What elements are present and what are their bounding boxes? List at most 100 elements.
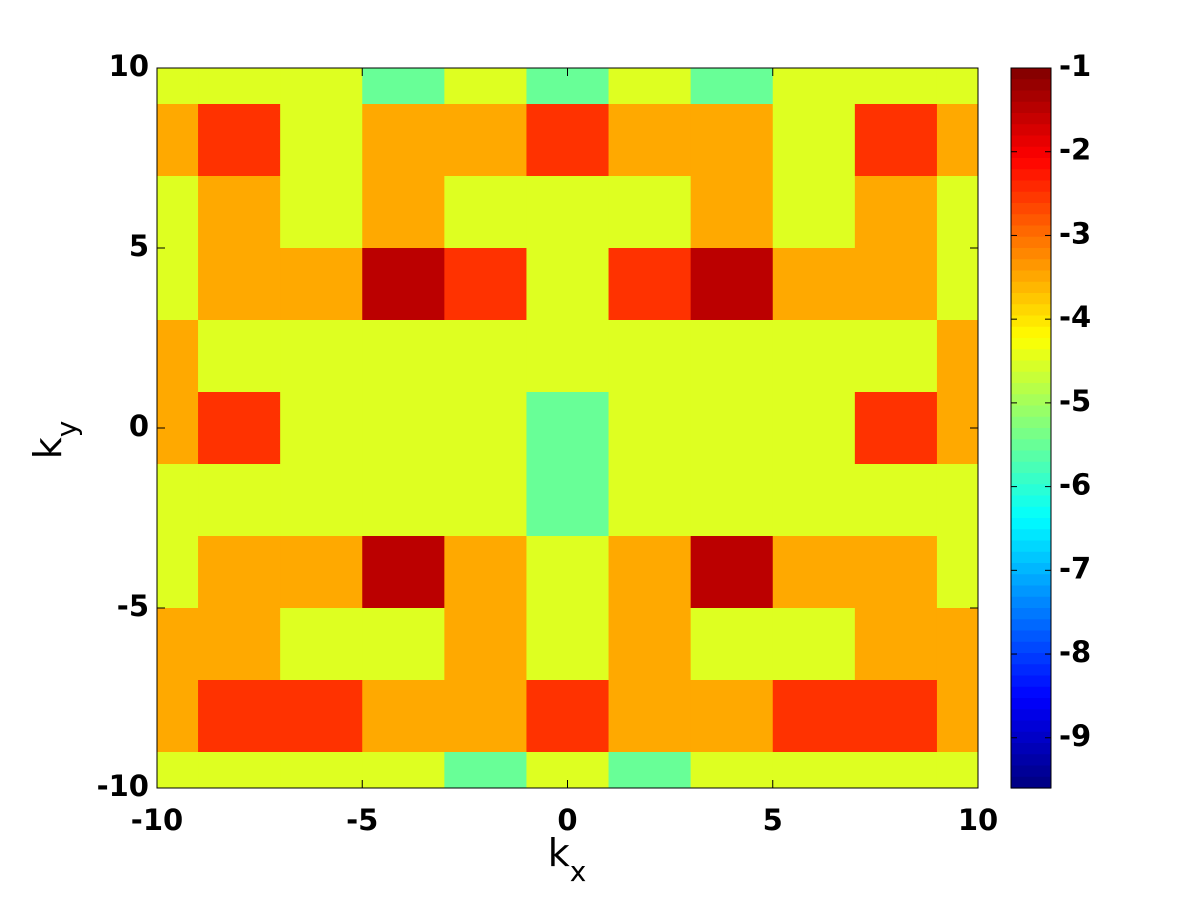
- contour-cell: [526, 464, 610, 537]
- contour-cell: [362, 176, 445, 249]
- contour-cell: [362, 104, 445, 177]
- colorbar-swatch: [1011, 551, 1051, 564]
- contour-cell: [198, 392, 281, 465]
- colorbar-swatch: [1011, 270, 1051, 283]
- colorbar-tick-label: -4: [1059, 300, 1091, 334]
- contour-cell: [526, 536, 610, 609]
- contour-cell: [854, 320, 938, 393]
- contour-cell: [157, 320, 199, 393]
- contour-cell: [690, 176, 774, 249]
- colorbar-tick-label: -1: [1059, 49, 1091, 83]
- colorbar-tick-label: -6: [1059, 468, 1091, 502]
- colorbar-swatch: [1011, 686, 1051, 699]
- contour-cell: [198, 68, 281, 105]
- contour-cell: [936, 68, 978, 105]
- colorbar-swatch: [1011, 416, 1051, 429]
- contour-cell: [526, 680, 610, 753]
- contour-cell: [157, 680, 199, 753]
- colorbar-swatch: [1011, 124, 1051, 137]
- colorbar-swatch: [1011, 450, 1051, 463]
- colorbar-swatch: [1011, 326, 1051, 339]
- contour-cell: [772, 536, 856, 609]
- contour-cell: [157, 248, 199, 321]
- contour-cell: [690, 464, 774, 537]
- contour-cell: [690, 536, 774, 609]
- colorbar-swatch: [1011, 158, 1051, 170]
- colorbar-swatch: [1011, 146, 1051, 159]
- contour-cell: [608, 68, 692, 105]
- contour-cell: [854, 608, 938, 681]
- contour-cell: [690, 752, 774, 788]
- colorbar-swatch: [1011, 248, 1051, 260]
- colorbar-tick-label: -7: [1059, 551, 1091, 585]
- contour-cell: [608, 752, 692, 788]
- colorbar-swatch: [1011, 259, 1051, 272]
- colorbar-swatch: [1011, 101, 1051, 114]
- colorbar-swatch: [1011, 304, 1051, 317]
- colorbar-swatch: [1011, 596, 1051, 609]
- colorbar-swatch: [1011, 675, 1051, 688]
- colorbar-swatch: [1011, 765, 1051, 778]
- contour-cell: [198, 608, 281, 681]
- colorbar-swatch: [1011, 236, 1051, 249]
- colorbar-swatch: [1011, 439, 1051, 452]
- colorbar-swatch: [1011, 113, 1051, 125]
- contour-cell: [362, 680, 445, 753]
- contour-cell: [198, 320, 281, 393]
- contour-cell: [936, 104, 978, 177]
- colorbar-swatch: [1011, 664, 1051, 677]
- contour-cell: [526, 104, 610, 177]
- colorbar-swatch: [1011, 338, 1051, 350]
- contour-cell: [690, 68, 774, 105]
- contour-cell: [690, 392, 774, 465]
- contour-cell: [198, 176, 281, 249]
- contour-cell: [772, 176, 856, 249]
- colorbar-swatch: [1011, 371, 1051, 384]
- contour-cell: [444, 176, 527, 249]
- colorbar-swatch: [1011, 630, 1051, 643]
- contour-cell: [280, 608, 363, 681]
- contour-cell: [772, 608, 856, 681]
- colorbar-swatch: [1011, 608, 1051, 620]
- contour-cell: [526, 392, 610, 465]
- colorbar-swatch: [1011, 709, 1051, 722]
- contour-cell: [854, 464, 938, 537]
- colorbar-swatch: [1011, 619, 1051, 632]
- contour-cell: [772, 464, 856, 537]
- contour-cell: [608, 608, 692, 681]
- contour-cell: [198, 752, 281, 788]
- contour-cell: [444, 248, 527, 321]
- y-label-sub: y: [50, 421, 83, 438]
- contour-cell: [690, 104, 774, 177]
- contour-cell: [362, 608, 445, 681]
- colorbar-swatch: [1011, 585, 1051, 598]
- contour-cell: [772, 392, 856, 465]
- contour-cell: [157, 104, 199, 177]
- contour-cell: [936, 248, 978, 321]
- colorbar-swatch: [1011, 720, 1051, 733]
- colorbar-swatch: [1011, 776, 1051, 789]
- contour-cell: [280, 320, 363, 393]
- contour-cell: [772, 68, 856, 105]
- contour-cell: [280, 680, 363, 753]
- contour-cell: [936, 464, 978, 537]
- colorbar-swatch: [1011, 495, 1051, 508]
- contour-cell: [608, 392, 692, 465]
- colorbar-swatch: [1011, 484, 1051, 497]
- colorbar-swatch: [1011, 529, 1051, 542]
- contour-cell: [362, 536, 445, 609]
- contour-cell: [526, 320, 610, 393]
- colorbar-swatch: [1011, 90, 1051, 103]
- colorbar-swatch: [1011, 383, 1051, 395]
- contour-cell: [772, 104, 856, 177]
- contour-cell: [362, 68, 445, 105]
- contour-cell: [362, 320, 445, 393]
- colorbar-swatch: [1011, 641, 1051, 654]
- contour-cell: [198, 104, 281, 177]
- y-axis-label: ky: [26, 421, 84, 460]
- colorbar-swatch: [1011, 360, 1051, 373]
- colorbar-swatch: [1011, 518, 1051, 530]
- colorbar-swatch: [1011, 293, 1051, 305]
- colorbar-swatch: [1011, 731, 1051, 744]
